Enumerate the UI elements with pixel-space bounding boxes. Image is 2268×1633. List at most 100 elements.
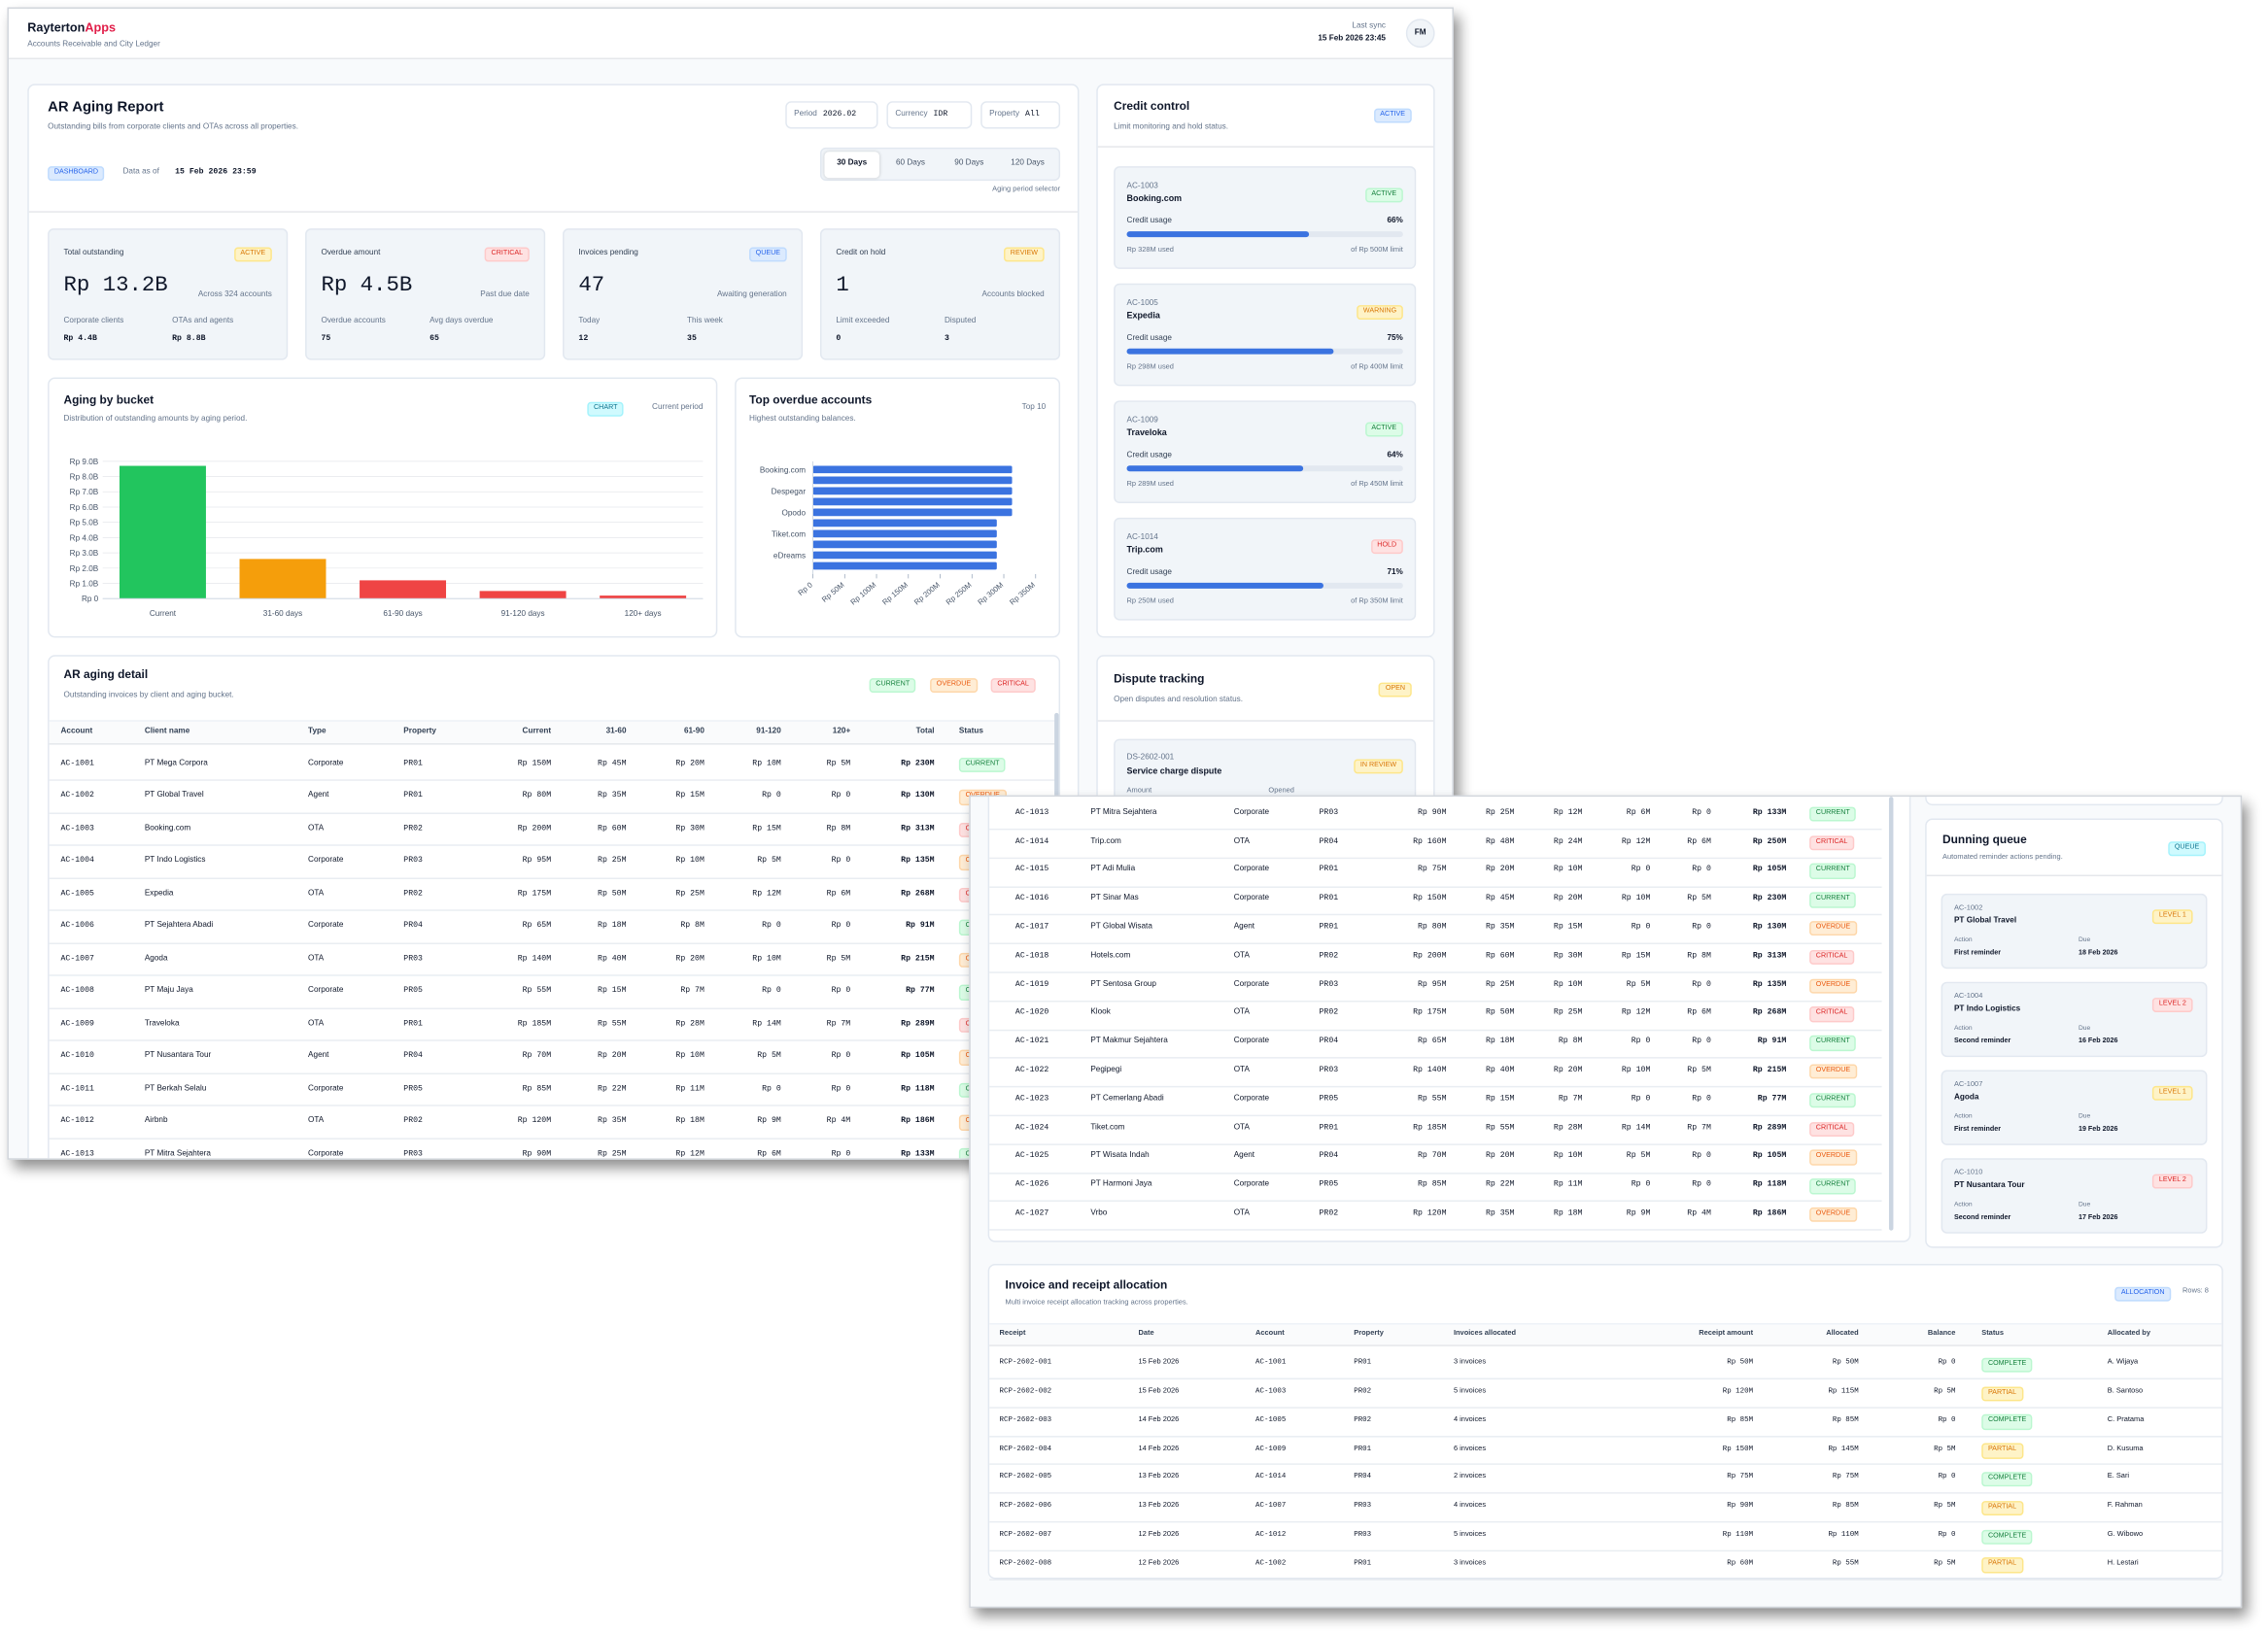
status-badge: CURRENT: [1809, 864, 1857, 879]
cell: 15 Feb 2026: [1138, 1386, 1180, 1396]
cell: Rp 15M: [675, 790, 704, 800]
row-divider: [989, 1086, 1882, 1088]
cell: Rp 0: [762, 790, 781, 800]
due: 18 Feb 2026: [2078, 950, 2118, 958]
cell: Rp 130M: [901, 790, 935, 800]
cell: Pegipegi: [1090, 1066, 1122, 1075]
cell: Rp 90M: [522, 1147, 552, 1159]
account-name: Trip.com: [1126, 545, 1163, 555]
column-header: Property: [403, 727, 436, 736]
cell: PR03: [1354, 1529, 1372, 1539]
row-divider: [49, 909, 1059, 911]
cell: Rp 0: [762, 1082, 781, 1094]
cell: Rp 313M: [901, 822, 935, 834]
filter: Currency IDR: [895, 109, 947, 120]
cell: Rp 230M: [901, 757, 935, 768]
x-tick-label: Rp 250M: [945, 580, 974, 606]
usage-limit: of Rp 500M limit: [1351, 246, 1403, 255]
kpi-stat-value: Rp 8.8B: [172, 332, 206, 343]
chart-subtitle: Distribution of outstanding amounts by a…: [63, 415, 248, 424]
cell: PT Adi Mulia: [1090, 865, 1136, 874]
status-badge: IN REVIEW: [1354, 759, 1403, 774]
cell: Rp 150M: [517, 757, 552, 768]
cell: Rp 22M: [1485, 1178, 1515, 1189]
dunning-item: [1941, 1070, 2208, 1145]
cell: Rp 150M: [1413, 892, 1447, 903]
cell: Rp 80M: [1418, 921, 1447, 932]
cell: Corporate: [1233, 1094, 1270, 1104]
cell: PT Makmur Sejahtera: [1090, 1037, 1168, 1046]
window: AC-1013 PT Mitra Sejahtera Corporate PR03 Rp…: [969, 795, 2243, 1609]
cell: AC-1001: [60, 757, 94, 768]
cell: PT Sinar Mas: [1090, 894, 1139, 903]
y-tick-label: Rp 7.0B: [70, 488, 99, 496]
cell: Rp 91M: [906, 920, 935, 931]
cell: PR01: [403, 757, 423, 768]
tab[interactable]: 120 Days: [1011, 159, 1045, 169]
cell: B. Santoso: [2107, 1386, 2144, 1396]
row-divider: [49, 974, 1059, 976]
scrollbar[interactable]: [1054, 712, 1059, 800]
cell: Rp 150M: [1722, 1444, 1754, 1453]
filter-chip[interactable]: [785, 101, 878, 129]
dunning-item: [1941, 1158, 2208, 1234]
cell: D. Kusuma: [2107, 1444, 2144, 1453]
cell: Airbnb: [144, 1116, 168, 1126]
cell: Rp 75M: [1832, 1472, 1859, 1481]
filter-label: Period: [794, 110, 817, 119]
kpi-label: Credit on hold: [836, 248, 886, 257]
card-subtitle: Multi invoice receipt allocation trackin…: [1005, 1299, 1188, 1308]
cell: Rp 25M: [675, 887, 704, 899]
tab[interactable]: 30 Days: [837, 159, 868, 169]
status-badge: HOLD: [1370, 538, 1403, 555]
filter-chip[interactable]: [886, 101, 973, 129]
cell: Rp 50M: [1485, 1006, 1515, 1018]
cell: Rp 8M: [826, 822, 851, 834]
cell: Rp 289M: [901, 1017, 935, 1029]
bar: [812, 487, 1013, 495]
status-badge: CURRENT: [958, 757, 1007, 773]
cell: Rp 105M: [901, 1050, 935, 1061]
due: 19 Feb 2026: [2078, 1127, 2118, 1135]
usage-value: 71%: [1387, 567, 1403, 577]
cell: Rp 80M: [522, 790, 552, 800]
cell: Rp 77M: [906, 985, 935, 996]
cell: AC-1001: [1255, 1358, 1287, 1368]
due-label: Due: [2078, 1199, 2091, 1208]
cell: Rp 185M: [1413, 1121, 1447, 1133]
kpi-stat-label: Disputed: [944, 316, 977, 325]
tab[interactable]: 60 Days: [895, 159, 926, 169]
dunning-item: [1941, 893, 2208, 970]
bar: [812, 519, 997, 527]
cell: Rp 5M: [1687, 892, 1711, 903]
x-tick-label: 91-120 days: [501, 609, 545, 618]
cell: Rp 0: [1692, 921, 1711, 932]
filter-chip[interactable]: [980, 101, 1061, 129]
kpi-stat-value: 75: [321, 332, 331, 343]
cell: PR03: [403, 855, 423, 866]
cell: Rp 55M: [1832, 1558, 1859, 1568]
cell: Rp 95M: [1418, 978, 1447, 989]
usage-used: Rp 328M used: [1126, 246, 1174, 255]
row-divider: [989, 1114, 1882, 1116]
cell: Rp 35M: [598, 1115, 627, 1126]
cell: Rp 18M: [675, 1115, 704, 1126]
cell: Agent: [308, 791, 329, 800]
cell: Rp 140M: [1413, 1064, 1447, 1075]
kpi-value: Rp 13.2B: [63, 272, 168, 298]
cell: Rp 45M: [1485, 892, 1515, 903]
row-divider: [989, 1143, 1882, 1144]
column-header: Type: [308, 727, 326, 736]
tab[interactable]: 90 Days: [954, 159, 984, 169]
credit-item: [1114, 283, 1417, 387]
level-badge: LEVEL 2: [2152, 1174, 2193, 1189]
row-divider: [989, 942, 1882, 944]
account-id: AC-1002: [1953, 903, 1983, 913]
x-tick-label: Rp 150M: [880, 580, 910, 606]
cell: Rp 0: [1938, 1529, 1956, 1539]
filter-label: Property: [989, 110, 1020, 119]
scrollbar[interactable]: [1888, 797, 1893, 1231]
cell: Rp 133M: [901, 1147, 935, 1159]
cell: Traveloka: [144, 1019, 180, 1029]
avatar[interactable]: [1405, 18, 1435, 49]
